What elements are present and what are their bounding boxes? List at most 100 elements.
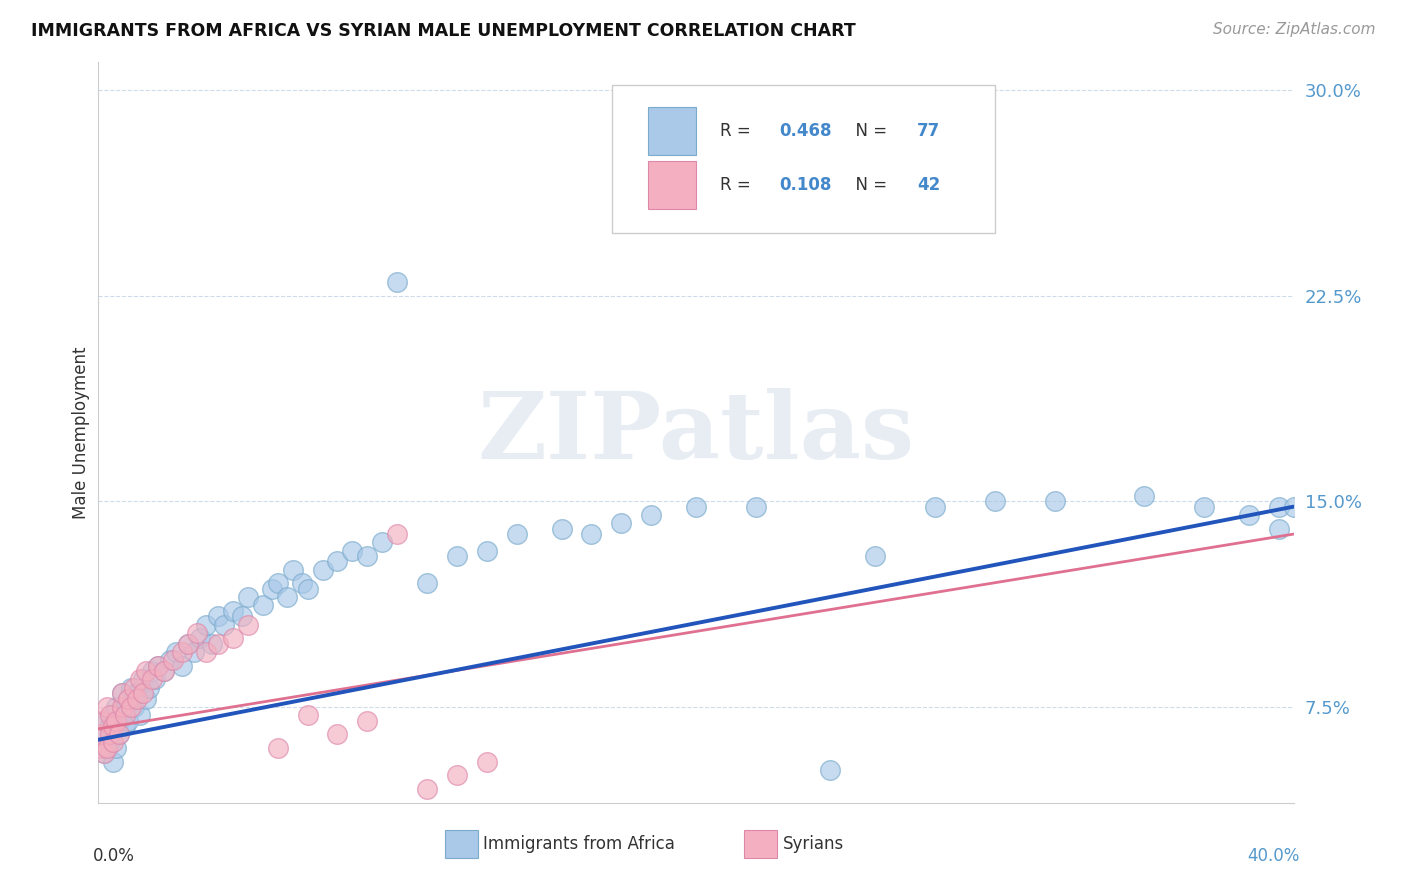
Text: Immigrants from Africa: Immigrants from Africa — [484, 835, 675, 854]
Point — [103, 719, 125, 733]
Point — [1192, 500, 1215, 514]
Point — [1267, 522, 1289, 536]
Point — [96, 714, 118, 728]
Point — [103, 755, 125, 769]
Point — [581, 527, 603, 541]
Point — [820, 763, 842, 777]
Point — [172, 645, 194, 659]
FancyBboxPatch shape — [648, 107, 696, 155]
Point — [93, 727, 115, 741]
Point — [1043, 494, 1066, 508]
Point — [186, 625, 208, 640]
Point — [124, 699, 146, 714]
Point — [207, 609, 229, 624]
Point — [222, 604, 245, 618]
Point — [640, 508, 662, 522]
Point — [108, 727, 131, 741]
Point — [143, 673, 166, 687]
Point — [207, 637, 229, 651]
Point — [105, 741, 128, 756]
Point — [148, 658, 170, 673]
Point — [177, 637, 200, 651]
Point — [222, 632, 245, 646]
Point — [1282, 500, 1305, 514]
Point — [98, 735, 122, 749]
Point — [188, 632, 211, 646]
Text: ZIPatlas: ZIPatlas — [478, 388, 914, 477]
Text: 77: 77 — [917, 121, 941, 139]
Point — [98, 719, 122, 733]
Point — [127, 691, 149, 706]
Point — [93, 747, 115, 761]
Text: 0.468: 0.468 — [780, 121, 832, 139]
Point — [114, 708, 136, 723]
Point — [141, 664, 163, 678]
Text: N =: N = — [845, 121, 893, 139]
Point — [98, 727, 122, 741]
Point — [153, 664, 176, 678]
Point — [98, 708, 122, 723]
Point — [610, 516, 633, 530]
Text: Source: ZipAtlas.com: Source: ZipAtlas.com — [1212, 22, 1375, 37]
Point — [111, 686, 134, 700]
Point — [129, 708, 152, 723]
Point — [90, 741, 112, 756]
Point — [281, 563, 304, 577]
Point — [550, 522, 572, 536]
Point — [356, 714, 378, 728]
Point — [212, 617, 235, 632]
Point — [90, 741, 112, 756]
Point — [195, 617, 218, 632]
Point — [96, 699, 118, 714]
Point — [111, 708, 134, 723]
Point — [177, 637, 200, 651]
Point — [685, 500, 707, 514]
Point — [267, 576, 290, 591]
Point — [114, 699, 136, 714]
Point — [745, 500, 768, 514]
Point — [276, 590, 298, 604]
Point — [129, 673, 152, 687]
Point — [183, 645, 205, 659]
Point — [111, 699, 134, 714]
Point — [103, 708, 125, 723]
Point — [924, 500, 946, 514]
Point — [865, 549, 887, 563]
Point — [153, 664, 176, 678]
Point — [135, 691, 157, 706]
Point — [236, 617, 259, 632]
Point — [356, 549, 378, 563]
Point — [103, 735, 125, 749]
Point — [120, 681, 142, 695]
Point — [120, 699, 142, 714]
Point — [260, 582, 283, 596]
Point — [385, 527, 409, 541]
FancyBboxPatch shape — [648, 161, 696, 209]
Point — [111, 686, 134, 700]
Point — [1237, 508, 1260, 522]
Point — [127, 686, 149, 700]
Point — [1267, 500, 1289, 514]
Point — [475, 755, 498, 769]
Point — [96, 741, 118, 756]
Point — [506, 527, 529, 541]
Point — [132, 673, 155, 687]
Point — [446, 768, 468, 782]
Point — [297, 708, 319, 723]
Point — [90, 727, 112, 741]
Point — [141, 673, 163, 687]
Point — [93, 714, 115, 728]
Text: R =: R = — [720, 121, 756, 139]
Point — [385, 275, 409, 289]
Point — [475, 543, 498, 558]
Point — [108, 727, 131, 741]
Text: 0.0%: 0.0% — [93, 847, 135, 865]
FancyBboxPatch shape — [613, 85, 995, 233]
Point — [252, 599, 274, 613]
Point — [236, 590, 259, 604]
Point — [162, 653, 184, 667]
FancyBboxPatch shape — [744, 830, 778, 858]
Text: N =: N = — [845, 176, 893, 194]
Point — [416, 782, 439, 797]
Point — [201, 637, 224, 651]
